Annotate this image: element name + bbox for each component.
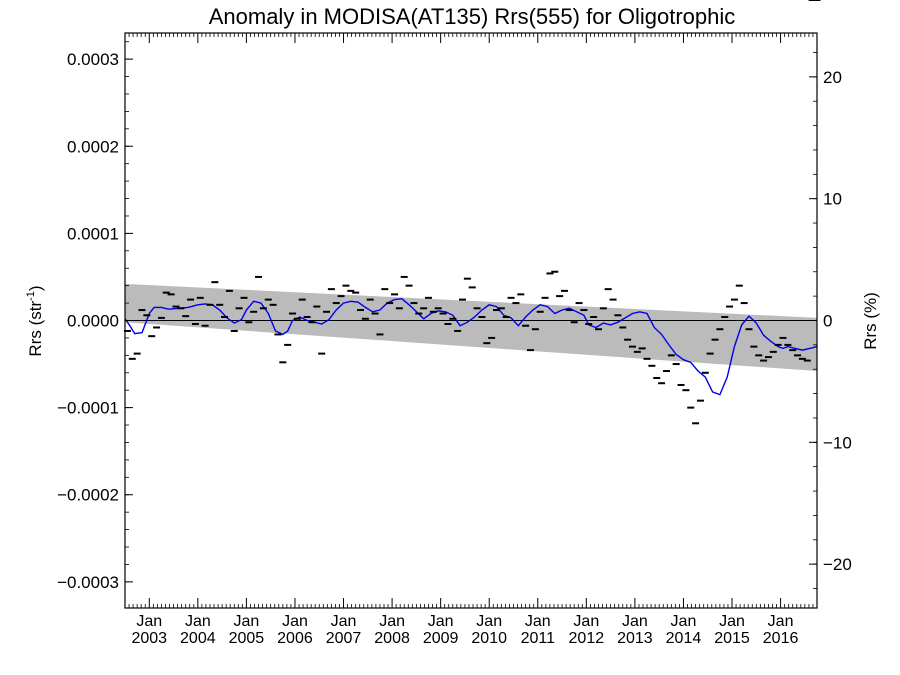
right-tick-label: −20 — [823, 555, 852, 574]
left-tick-label: −0.0001 — [57, 399, 119, 418]
left-axis-label: Rrs (str-1) — [25, 285, 45, 356]
x-tick-month-label: Jan — [282, 613, 308, 630]
x-tick-month-label: Jan — [331, 613, 357, 630]
x-axis: Jan2003Jan2004Jan2005Jan2006Jan2007Jan20… — [124, 33, 818, 647]
x-tick-month-label: Jan — [768, 613, 794, 630]
x-tick-month-label: Jan — [671, 613, 697, 630]
x-tick-month-label: Jan — [476, 613, 502, 630]
x-tick-month-label: Jan — [428, 613, 454, 630]
left-tick-label: 0.0000 — [67, 312, 119, 331]
left-axis-label-main: Rrs (str — [26, 301, 45, 357]
x-tick-year-label: 2013 — [617, 630, 653, 647]
left-axis-label-close: ) — [26, 285, 45, 291]
smoothed-series-line — [124, 297, 818, 396]
left-tick-label: −0.0002 — [57, 486, 119, 505]
right-tick-label: 10 — [823, 190, 842, 209]
x-tick-month-label: Jan — [136, 613, 162, 630]
x-tick-year-label: 2011 — [521, 630, 556, 647]
x-tick-month-label: Jan — [185, 613, 211, 630]
left-tick-label: 0.0002 — [67, 137, 119, 156]
left-axis-label-sup: -1 — [25, 291, 37, 301]
left-tick-label: 0.0003 — [67, 50, 119, 69]
x-tick-year-label: 2005 — [229, 630, 265, 647]
x-tick-year-label: 2006 — [277, 630, 313, 647]
right-tick-label: −10 — [823, 433, 852, 452]
right-tick-label: 20 — [823, 68, 842, 87]
x-tick-year-label: 2003 — [131, 630, 167, 647]
x-tick-year-label: 2008 — [374, 630, 410, 647]
x-tick-year-label: 2009 — [423, 630, 459, 647]
x-tick-month-label: Jan — [525, 613, 551, 630]
x-tick-year-label: 2014 — [666, 630, 702, 647]
x-tick-year-label: 2007 — [326, 630, 362, 647]
x-tick-year-label: 2012 — [569, 630, 605, 647]
x-tick-year-label: 2016 — [763, 630, 799, 647]
right-tick-label: 0 — [823, 312, 832, 331]
x-tick-month-label: Jan — [719, 613, 745, 630]
monthly-anomaly-points — [123, 0, 821, 425]
x-tick-month-label: Jan — [573, 613, 599, 630]
right-y-axis: 20 10 0 −10 −20 — [809, 52, 852, 589]
x-tick-year-label: 2015 — [714, 630, 750, 647]
right-axis-label: Rrs (%) — [861, 292, 880, 350]
x-tick-month-label: Jan — [622, 613, 648, 630]
left-tick-label: 0.0001 — [67, 224, 119, 243]
left-tick-label: −0.0003 — [57, 573, 119, 592]
left-y-axis: 0.0003 0.0002 0.0001 0.0000 −0.0001 −0.0002 −0… — [57, 41, 133, 592]
x-tick-month-label: Jan — [234, 613, 260, 630]
x-tick-year-label: 2010 — [471, 630, 507, 647]
chart-title: Anomaly in MODISA(AT135) Rrs(555) for Ol… — [209, 4, 736, 29]
smoothed-anomaly-series — [124, 297, 818, 396]
x-tick-year-label: 2004 — [180, 630, 216, 647]
x-tick-month-label: Jan — [379, 613, 405, 630]
